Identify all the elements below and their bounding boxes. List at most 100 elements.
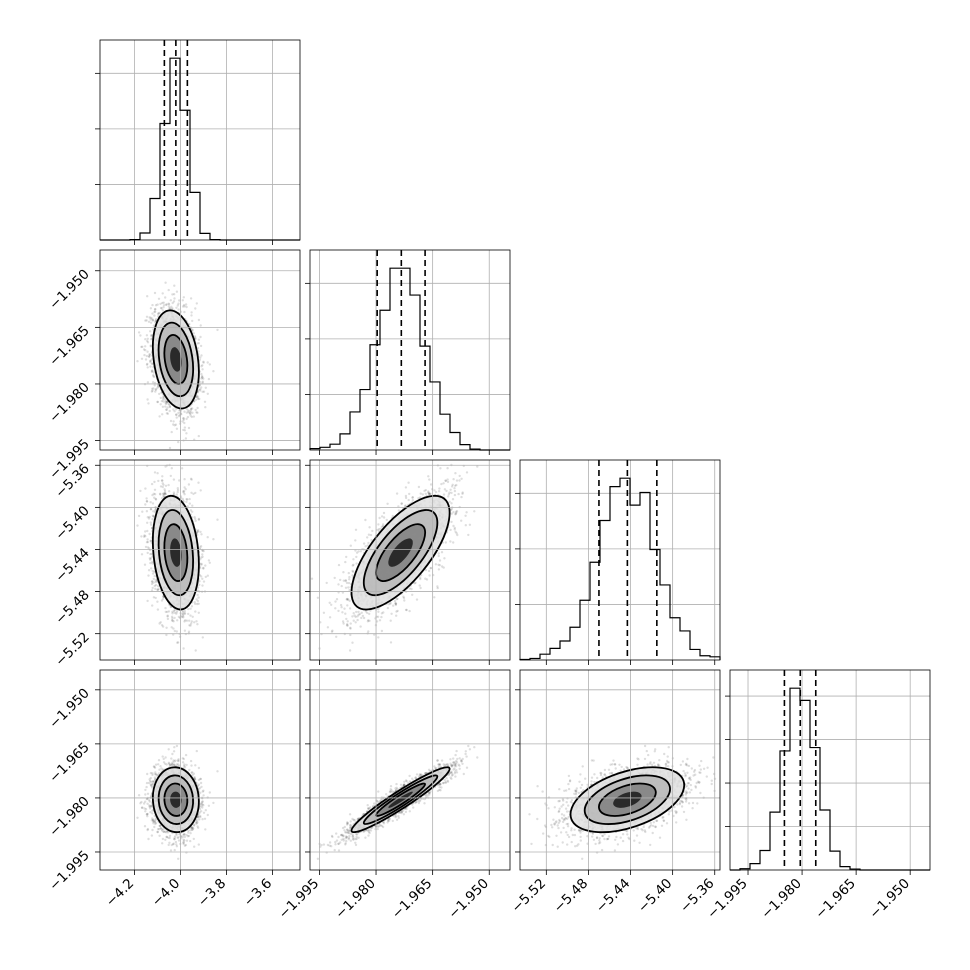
sample-point <box>165 408 168 411</box>
sample-point <box>149 539 152 542</box>
sample-point <box>201 549 204 552</box>
sample-point <box>201 364 204 367</box>
sample-point <box>159 396 162 400</box>
sample-point <box>159 306 163 310</box>
sample-point <box>141 345 144 348</box>
sample-point <box>201 368 204 371</box>
sample-point <box>160 307 163 310</box>
sample-point <box>166 406 169 409</box>
sample-point <box>199 324 202 327</box>
sample-point <box>190 605 194 608</box>
sample-point <box>201 376 204 379</box>
sample-point <box>185 417 188 421</box>
x-tick-label: −1.965 <box>812 876 859 923</box>
sample-point <box>156 585 160 588</box>
sample-point <box>151 369 154 372</box>
sample-point <box>190 620 193 623</box>
sample-point <box>193 335 197 338</box>
sample-point <box>200 365 203 368</box>
sample-point <box>146 516 149 519</box>
sample-point <box>162 400 165 403</box>
sample-point <box>174 423 178 426</box>
sample-point <box>154 390 157 393</box>
sample-point <box>212 538 215 541</box>
sample-point <box>195 620 198 623</box>
sample-point <box>177 415 181 418</box>
sample-point <box>182 428 185 432</box>
sample-point <box>169 474 172 478</box>
histogram-panel-2 <box>519 459 721 661</box>
sample-point <box>196 406 199 410</box>
sample-point <box>142 348 146 351</box>
sample-point <box>187 410 190 413</box>
sample-point <box>163 489 167 493</box>
sample-point <box>172 300 176 303</box>
sample-point <box>189 614 192 617</box>
sample-point <box>173 410 176 413</box>
sample-point <box>188 502 191 505</box>
histogram-panel-0 <box>99 39 301 241</box>
sample-point <box>159 621 162 624</box>
sample-point <box>194 337 197 340</box>
sample-point <box>149 561 152 565</box>
sample-point <box>145 354 149 358</box>
sample-point <box>185 411 188 414</box>
histogram-step-2 <box>519 477 721 661</box>
sample-point <box>187 483 191 486</box>
sample-point <box>183 478 186 481</box>
sample-point <box>144 338 147 341</box>
sample-point <box>199 356 202 359</box>
sample-point <box>191 411 194 414</box>
sample-point <box>144 349 147 352</box>
sample-point <box>166 412 170 415</box>
sample-point <box>191 319 194 323</box>
sample-point <box>167 303 171 306</box>
sample-point <box>149 523 153 526</box>
sample-point <box>173 297 176 300</box>
sample-point <box>162 301 165 304</box>
sample-point <box>159 485 163 488</box>
histogram-step-3 <box>730 687 930 871</box>
histogram-step-0 <box>100 57 300 241</box>
sample-point <box>201 376 204 379</box>
sample-point <box>189 408 193 411</box>
sample-point <box>168 446 172 450</box>
sample-point <box>170 467 173 470</box>
sample-point <box>149 521 152 524</box>
sample-point <box>171 301 174 305</box>
sample-point <box>177 302 180 305</box>
sample-point <box>189 414 192 417</box>
sample-point <box>146 339 149 343</box>
sample-point <box>151 319 155 322</box>
sample-point <box>207 559 211 562</box>
sample-point <box>200 377 203 380</box>
sample-point <box>196 599 200 603</box>
sample-point <box>149 359 153 362</box>
sample-point <box>182 417 185 420</box>
sample-point <box>171 307 174 310</box>
sample-point <box>165 408 168 411</box>
sample-point <box>145 499 149 503</box>
sample-point <box>183 305 186 308</box>
sample-point <box>156 400 159 404</box>
sample-point <box>146 341 150 344</box>
sample-point <box>162 306 165 309</box>
sample-point <box>206 361 209 364</box>
sample-point <box>175 408 178 411</box>
sample-point <box>150 567 153 570</box>
sample-point <box>149 321 153 324</box>
sample-point <box>141 510 144 513</box>
sample-point <box>181 299 184 302</box>
sample-point <box>168 405 172 408</box>
sample-point <box>165 402 168 405</box>
sample-point <box>150 317 154 320</box>
sample-point <box>146 521 149 524</box>
sample-point <box>156 386 159 390</box>
sample-point <box>164 484 168 487</box>
sample-point <box>199 546 202 549</box>
scatter-frame-1-0 <box>99 249 301 451</box>
sample-point <box>185 408 189 411</box>
sample-point <box>176 641 179 644</box>
sample-point <box>204 575 207 579</box>
sample-point <box>173 629 176 633</box>
